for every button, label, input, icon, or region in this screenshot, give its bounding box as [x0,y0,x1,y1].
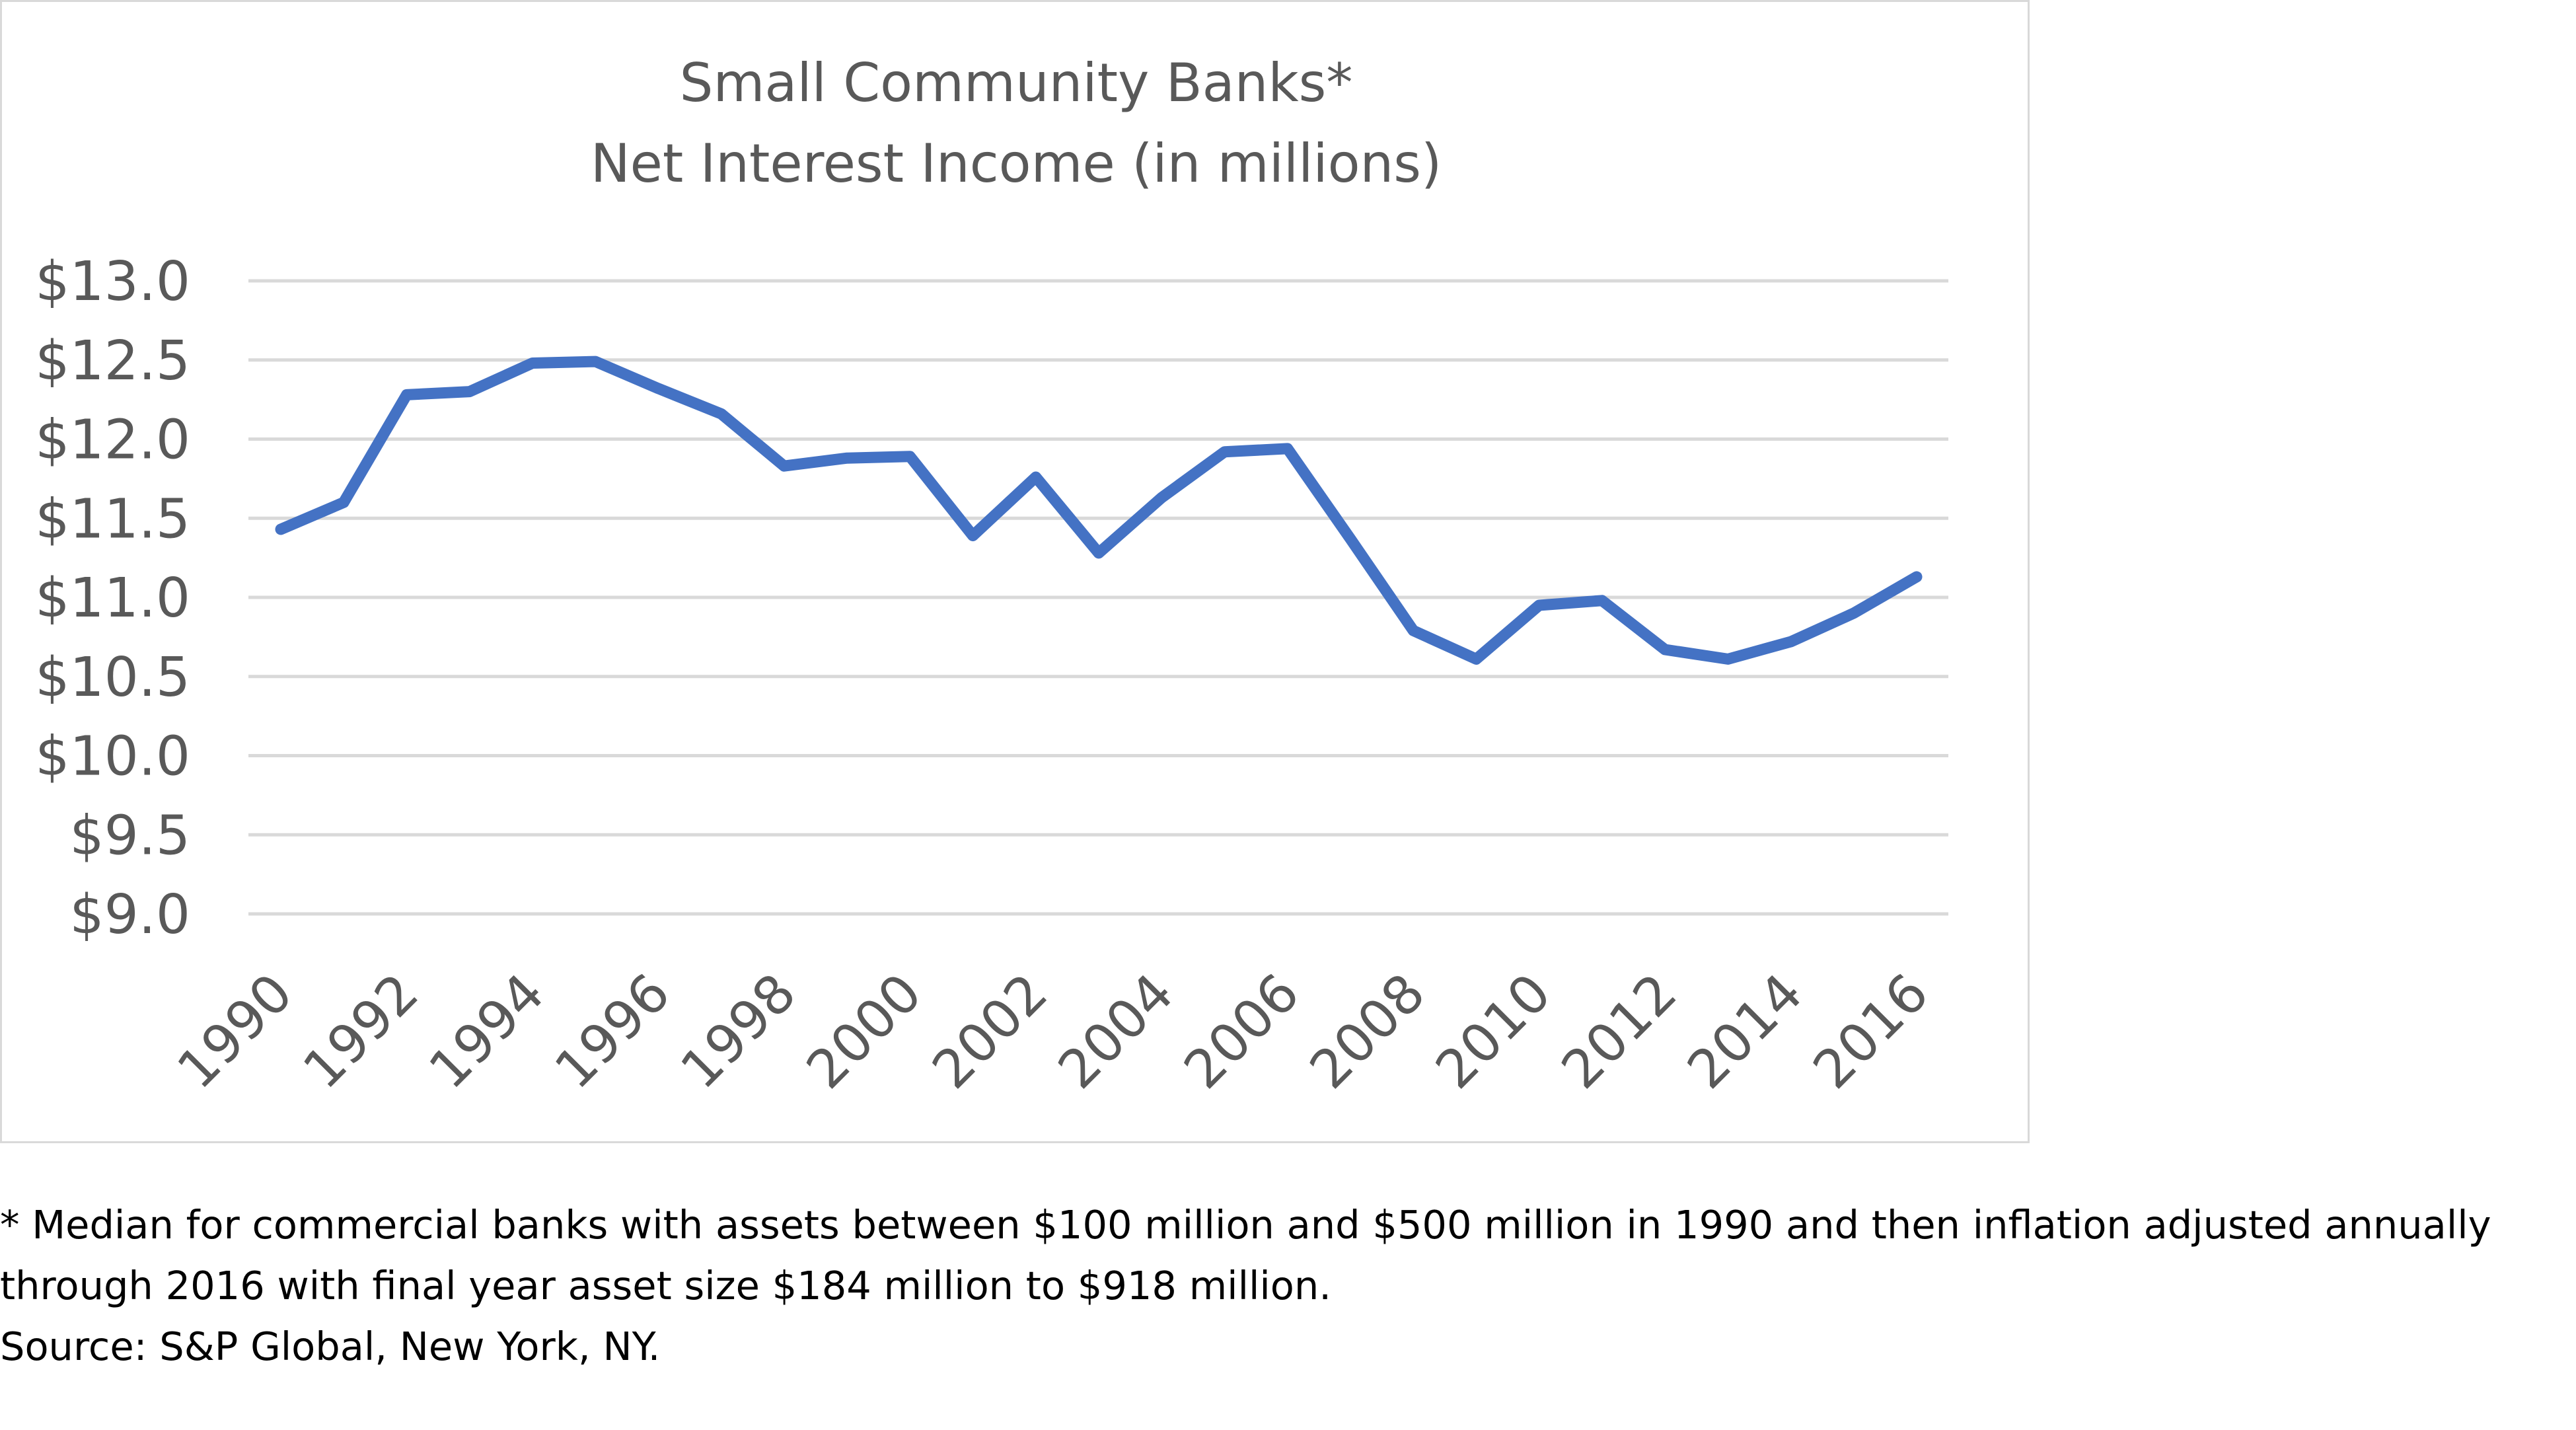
x-tick-label: 1998 [669,962,808,1101]
chart-subtitle: Net Interest Income (in millions) [591,133,1442,194]
y-tick-label: $12.0 [35,409,190,472]
y-tick-label: $13.0 [35,250,190,313]
x-tick-label: 2014 [1675,962,1814,1101]
x-tick-label: 1990 [166,962,305,1101]
y-tick-label: $9.5 [69,804,190,867]
series-line-net-interest-income [275,356,1923,665]
line-chart: Small Community Banks* Net Interest Inco… [35,52,1948,1101]
footnote-line-2: through 2016 with final year asset size … [0,1263,1331,1308]
x-tick-label: 1994 [418,962,556,1101]
chart-area: Small Community Banks* Net Interest Inco… [0,0,2030,1143]
x-tick-label: 2010 [1424,962,1563,1101]
chart-title: Small Community Banks* [680,52,1353,114]
x-tick-label: 2002 [920,962,1059,1101]
footnote-line-1: * Median for commercial banks with asset… [0,1202,2491,1248]
x-tick-label: 2004 [1047,962,1185,1101]
source-note: Source: S&P Global, New York, NY. [0,1324,661,1369]
y-axis-tick-labels: $13.0 $12.5 $12.0 $11.5 $11.0 $10.5 $10.0 $9.5 $… [35,250,190,946]
footnote: * Median for commercial banks with asset… [0,1195,2576,1377]
x-tick-label: 2008 [1298,962,1437,1101]
y-tick-label: $9.0 [69,884,190,946]
y-tick-label: $12.5 [35,330,190,393]
x-tick-label: 2000 [795,962,934,1101]
series-layer [275,356,1923,665]
y-tick-label: $11.0 [35,567,190,630]
y-tick-label: $10.5 [35,646,190,709]
x-tick-label: 2012 [1550,962,1689,1101]
y-tick-label: $11.5 [35,488,190,550]
x-tick-label: 1992 [291,962,430,1101]
x-tick-label: 2006 [1172,962,1311,1101]
x-tick-label: 2016 [1802,962,1940,1101]
x-axis-tick-labels: 1990199219941996199820002002200420062008… [166,962,1940,1101]
y-tick-label: $10.0 [35,726,190,788]
x-tick-label: 1996 [543,962,682,1101]
